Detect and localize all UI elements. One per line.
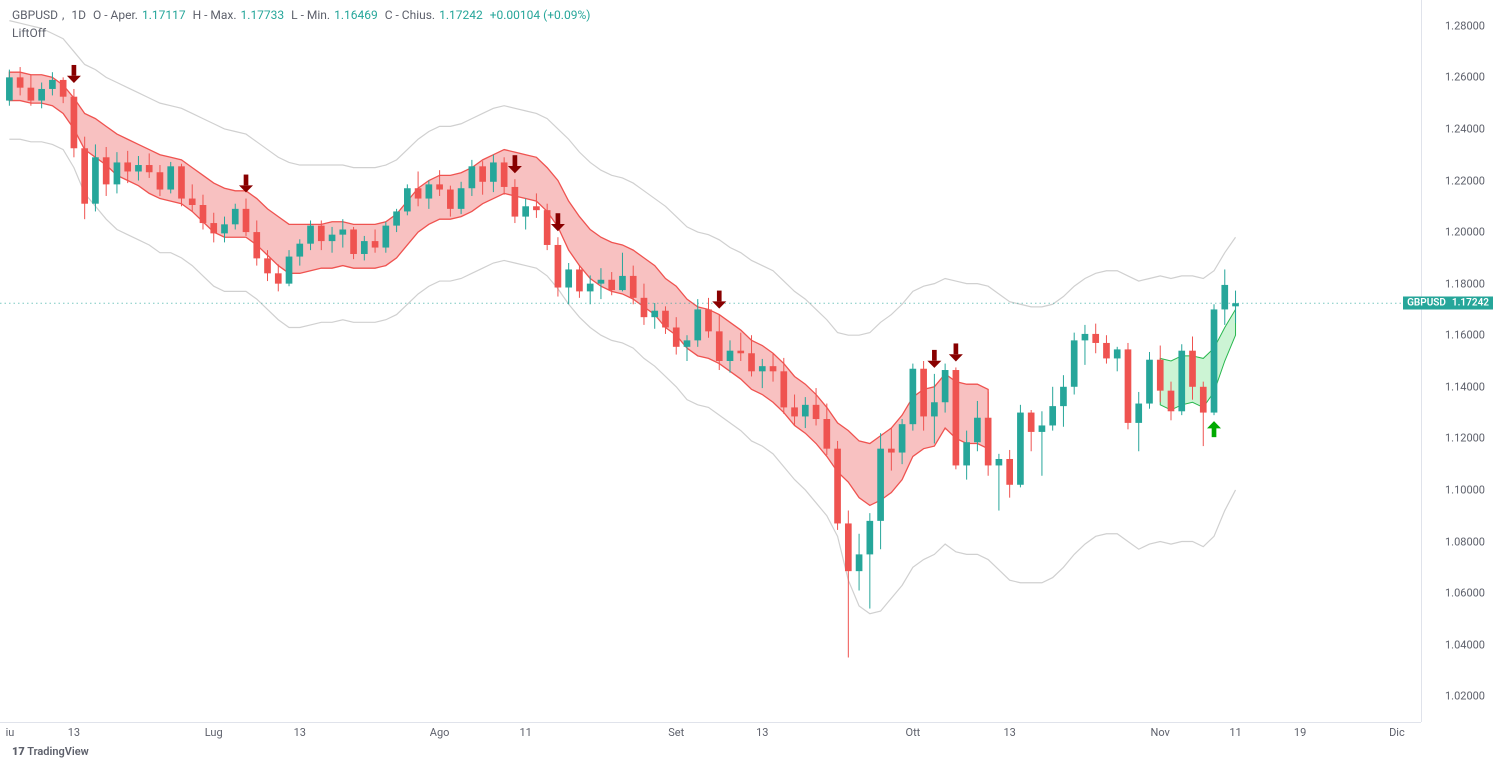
- low-value: 1.16469: [334, 8, 378, 22]
- x-tick-label: Nov: [1151, 726, 1170, 739]
- high-value: 1.17733: [241, 8, 285, 22]
- change-value: +0.00104 (+0.09%): [490, 8, 591, 22]
- y-tick-label: 1.24000: [1445, 122, 1485, 135]
- x-tick-label: 13: [68, 726, 80, 739]
- candlestick-chart: [0, 0, 1421, 722]
- close-value: 1.17242: [439, 8, 483, 22]
- high-label: H - Max.: [193, 8, 237, 22]
- x-tick-label: Ott: [906, 726, 921, 739]
- open-value: 1.17117: [142, 8, 186, 22]
- y-tick-label: 1.08000: [1445, 535, 1485, 548]
- x-tick-label: Lug: [205, 726, 223, 739]
- y-axis[interactable]: 1.02000 1.04000 1.06000 1.08000 1.10000 1.120…: [1421, 0, 1493, 722]
- x-axis[interactable]: iu 13 Lug 13 Ago 11 Set 13 Ott 13 Nov 11 19 Dic: [0, 722, 1421, 742]
- y-tick-label: 1.28000: [1445, 19, 1485, 32]
- price-badge-symbol: GBPUSD: [1407, 298, 1448, 309]
- x-tick-label: iu: [6, 726, 15, 739]
- y-tick-label: 1.16000: [1445, 329, 1485, 342]
- current-price-badge: GBPUSD 1.17242: [1403, 297, 1493, 310]
- y-tick-label: 1.22000: [1445, 174, 1485, 187]
- open-label: O - Aper.: [93, 8, 138, 22]
- y-tick-label: 1.18000: [1445, 277, 1485, 290]
- y-tick-label: 1.06000: [1445, 587, 1485, 600]
- price-badge-value: 1.17242: [1452, 298, 1489, 309]
- x-tick-label: 11: [520, 726, 532, 739]
- low-label: L - Min.: [291, 8, 330, 22]
- x-tick-label: 13: [1004, 726, 1016, 739]
- symbol-label: GBPUSD: [12, 8, 58, 22]
- y-tick-label: 1.20000: [1445, 226, 1485, 239]
- x-tick-label: Ago: [430, 726, 450, 739]
- y-tick-label: 1.02000: [1445, 690, 1485, 703]
- x-tick-label: 11: [1229, 726, 1241, 739]
- y-tick-label: 1.10000: [1445, 483, 1485, 496]
- y-tick-label: 1.26000: [1445, 71, 1485, 84]
- x-tick-label: Set: [668, 726, 684, 739]
- x-tick-label: 13: [294, 726, 306, 739]
- x-tick-label: 13: [756, 726, 768, 739]
- tradingview-logo: 17 TradingView: [12, 745, 89, 758]
- y-tick-label: 1.14000: [1445, 380, 1485, 393]
- y-tick-label: 1.04000: [1445, 638, 1485, 651]
- x-tick-label: Dic: [1389, 726, 1405, 739]
- timeframe-label: 1D: [71, 8, 86, 22]
- indicator-name: LiftOff: [12, 26, 46, 40]
- chart-ohlc-header: GBPUSD, 1D O - Aper.1.17117 H - Max.1.17…: [12, 8, 594, 22]
- y-tick-label: 1.12000: [1445, 432, 1485, 445]
- close-label: C - Chius.: [385, 8, 435, 22]
- x-tick-label: 19: [1294, 726, 1306, 739]
- chart-plot-area[interactable]: [0, 0, 1421, 722]
